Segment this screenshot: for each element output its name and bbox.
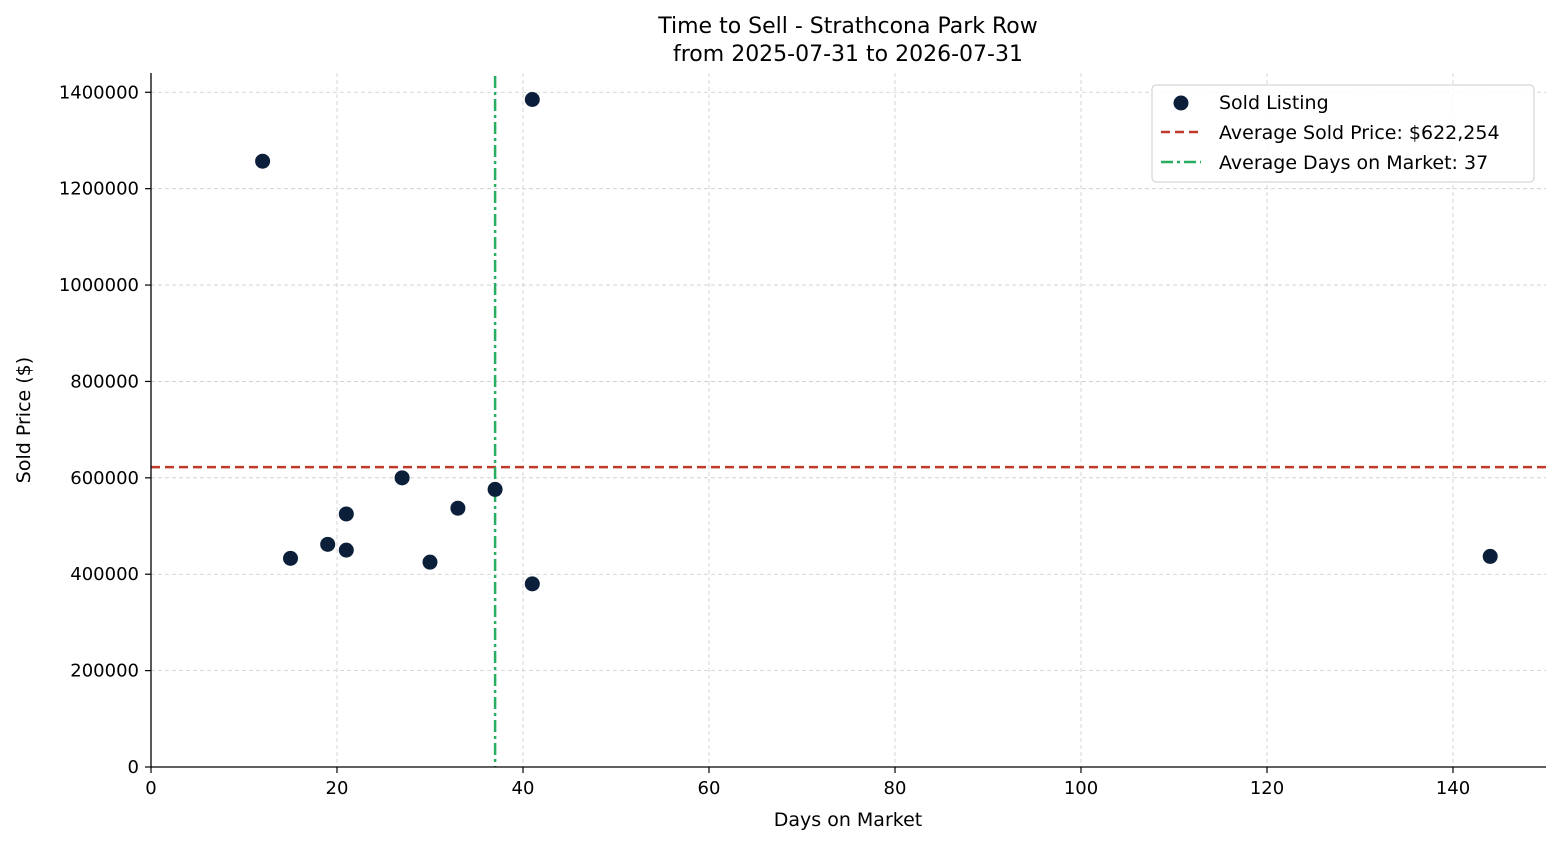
data-point [487, 481, 503, 497]
x-tick-label: 0 [145, 778, 156, 799]
x-axis-label: Days on Market [774, 809, 922, 831]
legend-label-average-price: Average Sold Price: $622,254 [1219, 122, 1500, 144]
y-tick-label: 200000 [70, 661, 139, 682]
y-tick-label: 1400000 [59, 82, 139, 103]
data-point [450, 500, 466, 516]
y-tick-label: 1200000 [59, 179, 139, 200]
x-tick-label: 20 [326, 778, 349, 799]
grid [151, 73, 1546, 767]
data-point [524, 92, 540, 108]
x-tick-label: 40 [512, 778, 535, 799]
x-tick-label: 120 [1250, 778, 1284, 799]
legend-box [1151, 84, 1535, 183]
y-axis-label: Sold Price ($) [13, 357, 35, 483]
axes: 0 20 40 60 80 100 120 140 0 200000 400000 600000 800… [59, 73, 1546, 799]
data-point [338, 506, 354, 522]
y-tick-label: 1000000 [59, 275, 139, 296]
legend-marker-sold-listing [1173, 95, 1189, 111]
legend-label-sold-listing: Sold Listing [1219, 92, 1329, 114]
data-point [338, 542, 354, 558]
data-point [283, 550, 298, 566]
x-tick-label: 100 [1064, 778, 1098, 799]
data-point [524, 576, 540, 592]
y-tick-label: 0 [128, 757, 139, 778]
data-point [255, 153, 271, 169]
chart-subtitle: from 2025-07-31 to 2026-07-31 [673, 42, 1023, 67]
chart-title: Time to Sell - Strathcona Park Row [657, 14, 1038, 39]
x-tick-label: 80 [884, 778, 907, 799]
x-tick-label: 60 [698, 778, 721, 799]
data-point [394, 470, 410, 486]
x-tick-label: 140 [1436, 778, 1470, 799]
data-point [1482, 548, 1498, 564]
y-tick-label: 800000 [70, 371, 139, 392]
reference-lines [151, 76, 1546, 767]
legend: Sold Listing Average Sold Price: $622,25… [1151, 84, 1535, 183]
legend-label-average-days: Average Days on Market: 37 [1219, 152, 1488, 174]
y-tick-label: 400000 [70, 564, 139, 585]
y-tick-label: 600000 [70, 468, 139, 489]
data-point [320, 536, 336, 552]
data-points [255, 92, 1498, 592]
data-point [422, 554, 438, 570]
